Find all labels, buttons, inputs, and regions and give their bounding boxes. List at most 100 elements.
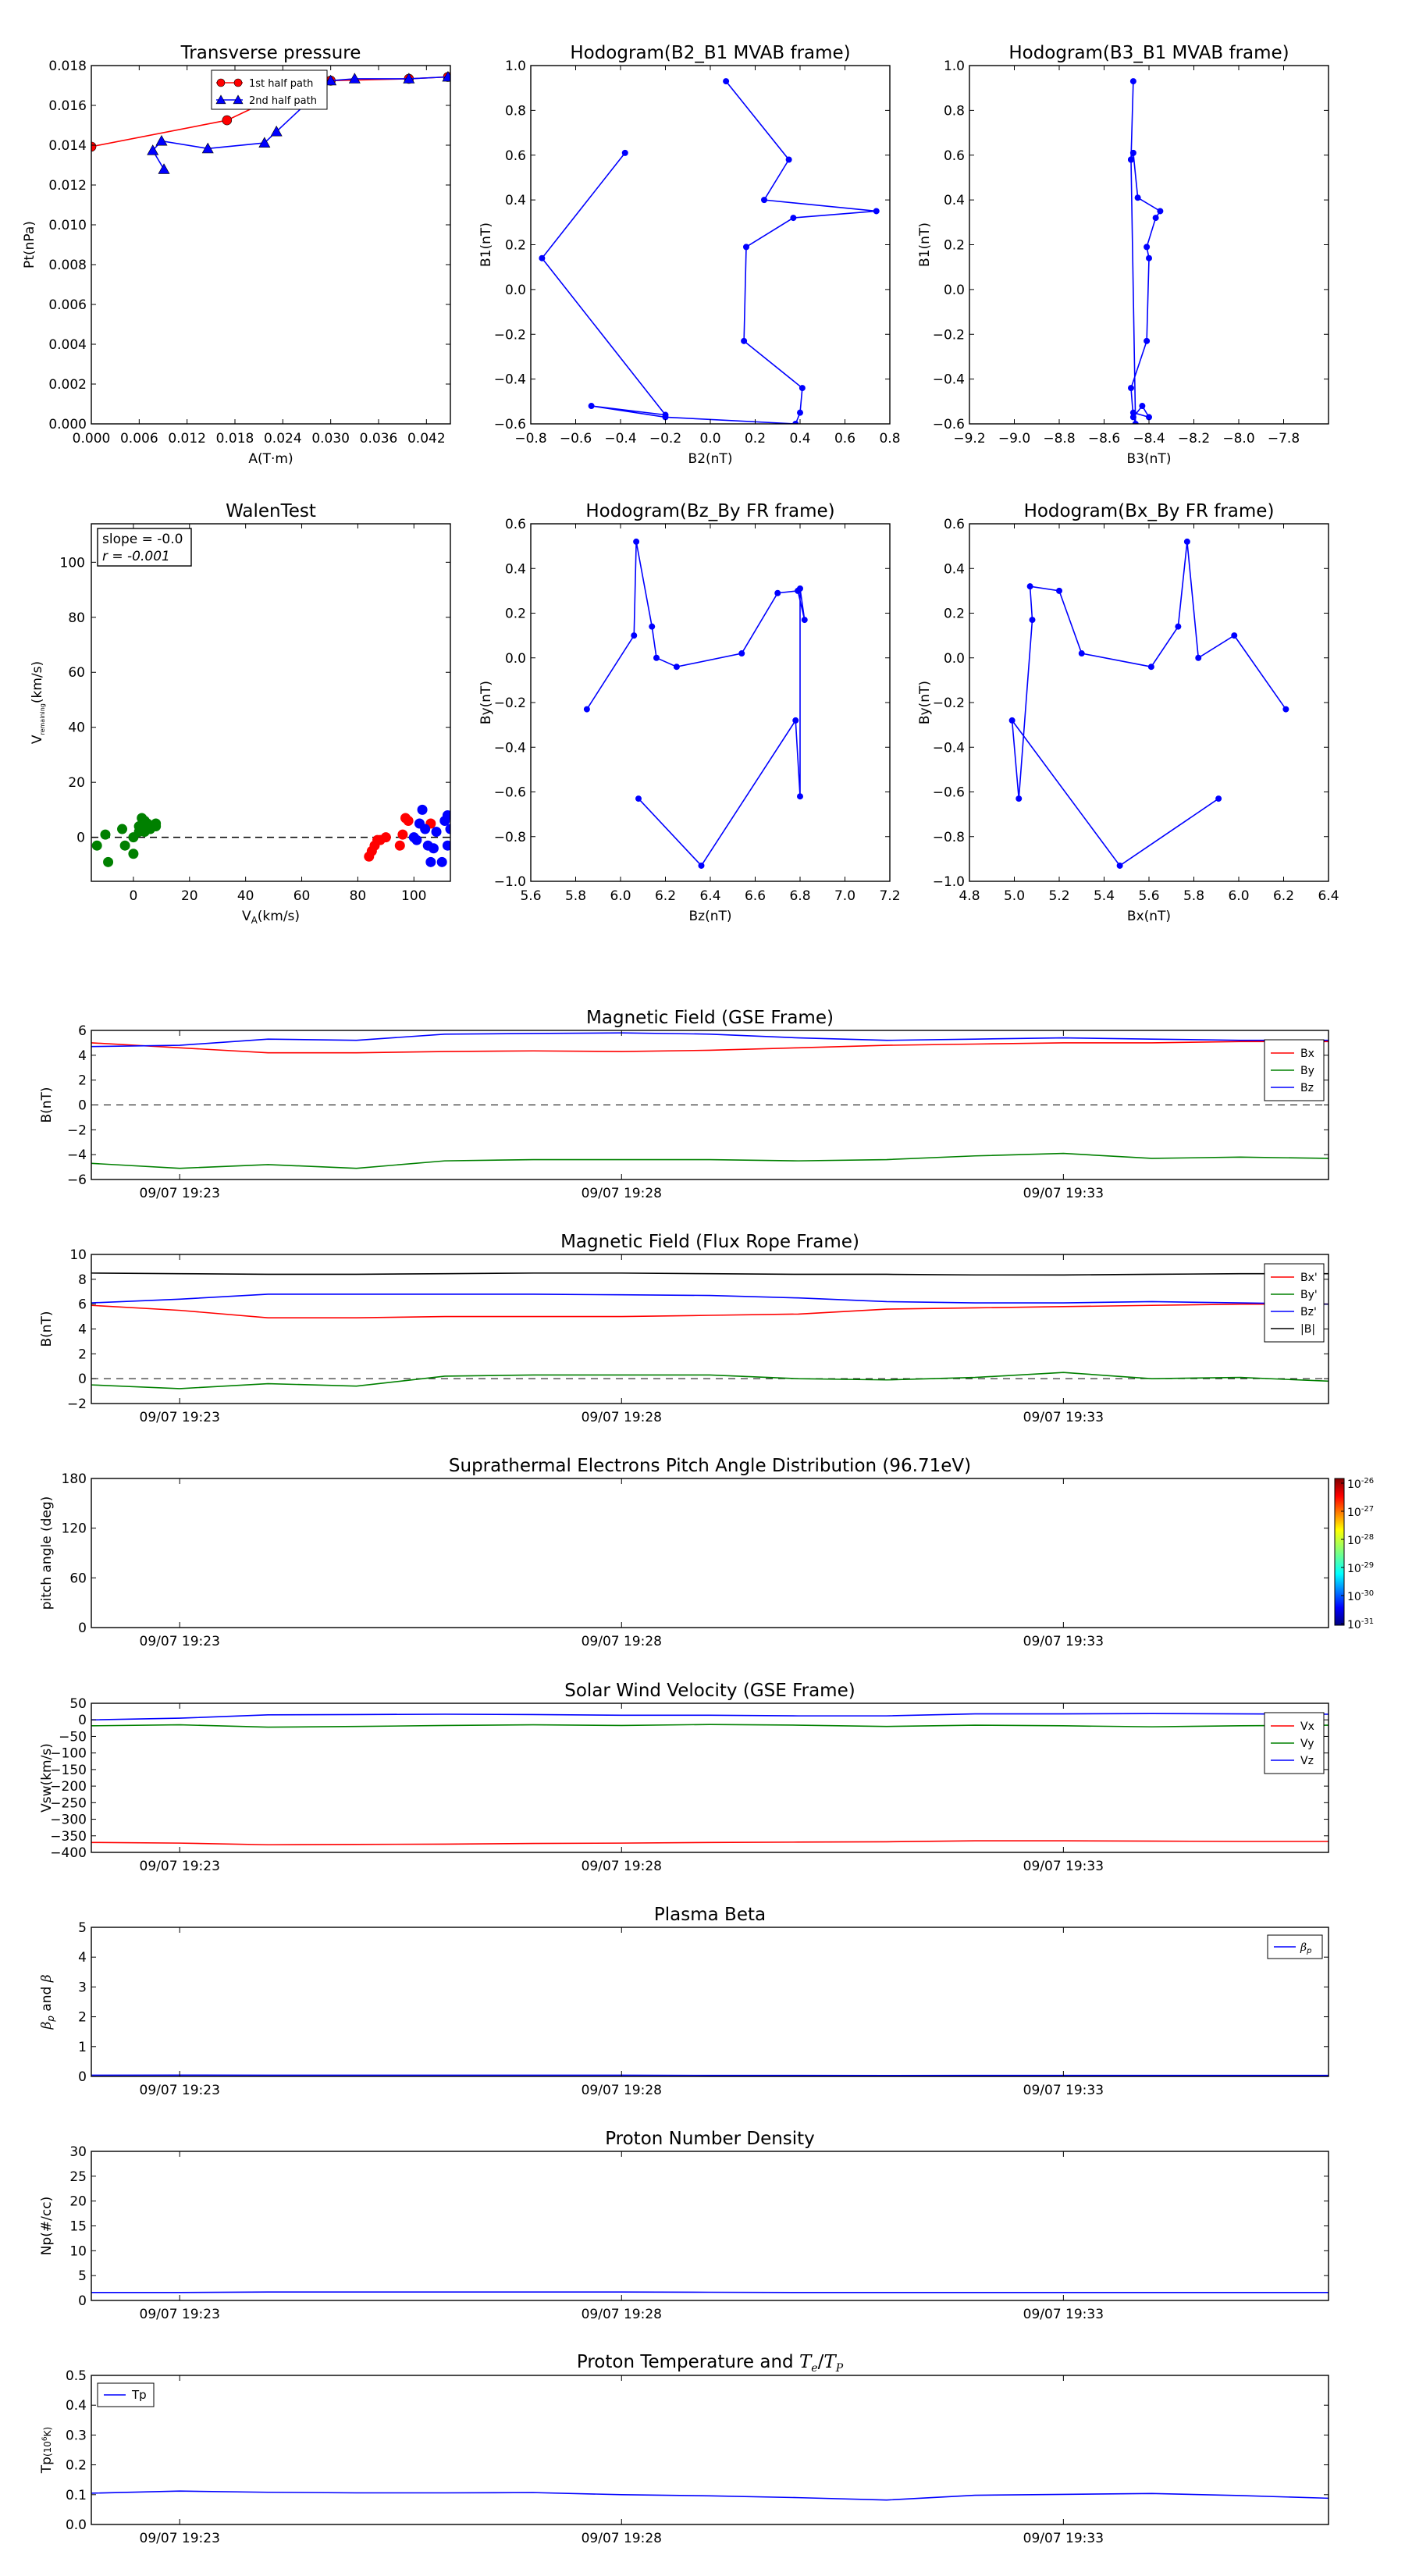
x-axis-label-sub: A (251, 915, 258, 926)
y-tick-label: 0.018 (48, 59, 87, 74)
colorbar-base: 10 (1347, 1591, 1361, 1603)
x-tick-label: 40 (237, 888, 254, 904)
x-tick-label: 09/07 19:23 (140, 1634, 220, 1649)
data-point (411, 834, 422, 845)
x-tick-label: −9.2 (953, 431, 985, 447)
data-point (128, 849, 139, 859)
chart-title: Hodogram(Bz_By FR frame) (585, 501, 834, 521)
x-tick-label: 09/07 19:28 (582, 2083, 662, 2098)
y-label-part: Tp (39, 2457, 55, 2474)
data-point (394, 840, 405, 851)
y-tick-label: 0.8 (944, 103, 965, 119)
legend: Vx Vy Vz (1264, 1712, 1325, 1774)
x-tick-label: 0.036 (360, 431, 398, 447)
colorbar-base: 10 (1347, 1478, 1361, 1491)
data-point (1282, 706, 1289, 713)
series-line (91, 2291, 1329, 2293)
y-tick-label: −0.6 (933, 785, 965, 801)
x-tick-label: 0.0 (699, 431, 720, 447)
data-point (325, 74, 337, 86)
x-tick-label: 09/07 19:23 (140, 2083, 220, 2098)
colorbar-exp: -31 (1361, 1617, 1374, 1626)
x-tick-label: 0.8 (879, 431, 900, 447)
data-point (1175, 623, 1182, 630)
data-point (417, 804, 428, 815)
series-line (91, 1152, 1329, 1169)
annotation-box: slope = -0.0 r = -0.001 (97, 528, 192, 567)
y-tick-label: 25 (69, 2169, 87, 2185)
legend: 1st half path 2nd half path (211, 69, 328, 110)
data-point (380, 832, 391, 843)
y-tick-label: 0.016 (48, 98, 87, 114)
data-point (431, 827, 442, 838)
chart-title: Plasma Beta (654, 1905, 766, 1925)
title-part: P (835, 2362, 844, 2375)
y-tick-label: 0 (78, 1713, 87, 1728)
x-tick-label: 0.018 (216, 431, 254, 447)
x-tick-label: 09/07 19:28 (582, 2307, 662, 2322)
colorbar-base: 10 (1347, 1535, 1361, 1547)
x-tick-label: 0.2 (745, 431, 766, 447)
y-tick-label: 0.2 (944, 238, 965, 254)
data-point (539, 254, 546, 262)
legend-marker (233, 78, 243, 87)
legend-marker (233, 94, 244, 105)
panel-tp: 0.000 0.002 0.004 0.006 0.008 0.010 0.012 0.014… (22, 43, 451, 467)
y-axis-label: B(nT) (39, 1311, 55, 1347)
panel-ts5: 0 1 2 3 4 5 09/07 19:23 09/07 19:28 09/07 19:33 P… (39, 1905, 1329, 2098)
panel-ts2: −2 0 2 4 6 8 10 09/07 19:23 09/07 19:28 09/07 19:… (39, 1232, 1329, 1425)
colorbar-tick-label: 10-30 (1347, 1589, 1374, 1603)
x-tick-label: 5.8 (565, 888, 586, 904)
y-tick-label: 6 (78, 1297, 87, 1313)
y-tick-label: −0.6 (933, 417, 965, 432)
x-tick-label: 6.0 (610, 888, 631, 904)
x-tick-label: −8.0 (1222, 431, 1254, 447)
legend: βp (1267, 1934, 1323, 1959)
data-point (792, 421, 799, 424)
panel-ts3: 0 60 120 180 09/07 19:23 09/07 19:28 09/07 19:… (39, 1456, 1374, 1649)
legend: Bx' By' Bz' |B| (1264, 1263, 1325, 1343)
y-tick-label: 0.0 (66, 2517, 87, 2533)
y-tick-label: 0 (78, 1098, 87, 1114)
data-point (785, 156, 792, 163)
y-tick-label: 0.0 (505, 283, 526, 298)
data-point (1128, 156, 1134, 163)
legend-label: 1st half path (249, 78, 313, 90)
chart-title: Transverse pressure (180, 43, 361, 63)
x-tick-label: −7.8 (1268, 431, 1300, 447)
panel-h3: −1.0 −0.8 −0.6 −0.4 −0.2 0.0 0.2 0.4 0.6 5.6 5.8 6.… (478, 501, 901, 924)
y-axis-label: pitch angle (deg) (39, 1496, 55, 1610)
data-point (583, 706, 590, 713)
data-point (442, 840, 450, 851)
data-area (583, 538, 808, 869)
x-tick-label: 0.6 (834, 431, 855, 447)
x-axis-label: VA(km/s) (242, 909, 300, 926)
x-tick-label: 7.0 (834, 888, 855, 904)
plot-frame (969, 65, 1329, 425)
data-point (1016, 795, 1023, 802)
x-tick-label: 09/07 19:28 (582, 1410, 662, 1425)
colorbar-exp: -29 (1361, 1561, 1374, 1570)
y-tick-label: 0.2 (944, 607, 965, 622)
panel-ts1: −6 −4 −2 0 2 4 6 09/07 19:23 09/07 19:28 09/07 19… (39, 1008, 1329, 1201)
x-tick-label: 5.8 (1183, 888, 1204, 904)
x-axis-label-main: V (242, 909, 251, 924)
data-point (436, 856, 447, 867)
y-tick-label: −150 (50, 1763, 87, 1778)
chart-title: Proton Number Density (605, 2129, 815, 2149)
legend-label: By (1300, 1065, 1314, 1077)
data-point (155, 135, 168, 146)
x-tick-label: 09/07 19:28 (582, 1186, 662, 1201)
y-tick-label: 50 (69, 1696, 87, 1712)
title-part: T (823, 2352, 837, 2372)
legend-label: Tp (131, 2388, 147, 2402)
y-tick-label: −300 (50, 1813, 87, 1828)
y-label-part: β (39, 1974, 55, 1983)
data-point (403, 73, 415, 84)
plot-frame (91, 65, 451, 425)
y-tick-label: 0.000 (48, 417, 87, 432)
y-tick-label: 0 (78, 1621, 87, 1636)
data-point (1147, 664, 1154, 671)
